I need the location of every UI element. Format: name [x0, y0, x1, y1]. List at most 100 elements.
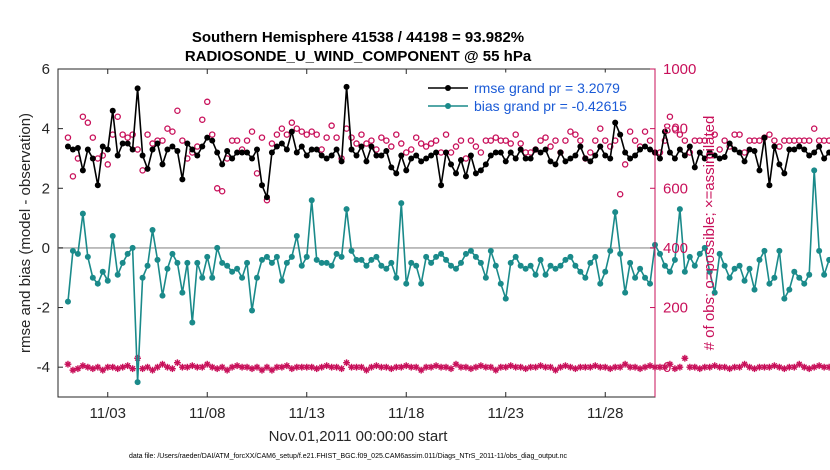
possible-obs-marker: [124, 134, 131, 141]
possible-obs-marker: [283, 131, 291, 138]
possible-obs-marker: [771, 137, 778, 144]
assimilated-obs-marker: [771, 362, 778, 370]
bias-point: [761, 247, 768, 254]
y-tick-label-left: 4: [42, 121, 50, 138]
possible-obs-marker: [442, 131, 450, 138]
rmse-point: [632, 152, 639, 159]
possible-obs-marker: [407, 146, 415, 153]
assimilated-obs-marker: [328, 363, 336, 371]
rmse-point: [776, 161, 783, 168]
bias-point: [194, 259, 201, 266]
assimilated-obs-marker: [507, 362, 515, 370]
bias-point: [343, 206, 350, 213]
assimilated-obs-marker: [751, 365, 758, 373]
assimilated-obs-marker: [258, 366, 266, 374]
bias-point: [562, 256, 569, 263]
possible-obs-marker: [84, 119, 92, 126]
rmse-point: [403, 167, 410, 174]
assimilated-obs-marker: [248, 365, 256, 373]
rmse-point: [706, 149, 713, 156]
bias-point: [283, 259, 290, 266]
possible-obs-marker: [467, 137, 475, 144]
bias-point: [89, 274, 96, 281]
bias-point: [791, 268, 798, 275]
assimilated-obs-marker: [114, 365, 122, 373]
assimilated-obs-marker: [343, 359, 350, 367]
rmse-point: [711, 152, 718, 159]
possible-obs-marker: [378, 134, 385, 141]
bias-point: [786, 286, 793, 293]
rmse-point: [79, 167, 86, 174]
assimilated-obs-marker: [557, 363, 564, 371]
bias-point: [99, 268, 106, 275]
rmse-point: [214, 149, 221, 156]
assimilated-obs-marker: [532, 363, 539, 371]
bias-point: [74, 250, 81, 257]
bias-point: [179, 289, 186, 296]
bias-point: [169, 250, 176, 257]
rmse-point: [263, 194, 270, 201]
rmse-point: [721, 153, 728, 160]
possible-obs-marker: [203, 98, 211, 106]
bias-point: [428, 259, 435, 266]
possible-obs-marker: [676, 131, 684, 138]
x-tick-label: 11/23: [488, 405, 524, 422]
bias-point: [64, 298, 71, 305]
rmse-point: [114, 152, 121, 159]
bias-point: [801, 280, 808, 287]
bias-point: [522, 265, 529, 272]
assimilated-obs-marker: [268, 366, 276, 374]
possible-obs-marker: [64, 134, 72, 141]
bias-point: [438, 250, 445, 257]
assimilated-obs-marker: [169, 365, 176, 373]
possible-obs-marker: [681, 137, 689, 144]
assimilated-obs-marker: [333, 363, 340, 371]
assimilated-obs-marker: [139, 365, 146, 373]
rmse-point: [378, 152, 385, 159]
bias-point: [587, 259, 594, 266]
bias-point: [94, 280, 101, 287]
rmse-point: [502, 158, 509, 165]
possible-obs-marker: [288, 119, 296, 126]
possible-obs-marker: [412, 134, 420, 141]
possible-obs-marker: [487, 137, 495, 144]
bias-point: [647, 280, 654, 287]
rmse-point: [542, 146, 549, 153]
possible-obs-marker: [452, 143, 460, 150]
rmse-point: [268, 149, 275, 156]
possible-obs-marker: [507, 140, 514, 147]
rmse-point: [199, 143, 206, 150]
rmse-point: [532, 146, 539, 153]
chart-title: Southern Hemisphere 41538 / 44198 = 93.9…: [192, 29, 524, 46]
x-tick-label: 11/13: [289, 405, 325, 422]
y-tick-label-left: -2: [37, 300, 50, 317]
rmse-point: [154, 140, 161, 147]
bias-point: [567, 253, 574, 260]
bias-point: [821, 271, 828, 278]
bias-point: [288, 253, 295, 260]
bias-point: [149, 227, 156, 234]
bias-point: [418, 280, 425, 287]
bias-point: [676, 206, 683, 213]
rmse-point: [318, 152, 325, 159]
rmse-point: [293, 149, 300, 156]
bias-point: [816, 247, 823, 254]
assimilated-obs-marker: [283, 362, 291, 370]
bias-point: [617, 250, 624, 257]
bias-point: [457, 259, 464, 266]
rmse-point: [666, 149, 673, 156]
rmse-point: [353, 152, 360, 159]
y-tick-label-right: 400: [663, 240, 688, 257]
assimilated-obs-marker: [502, 363, 510, 371]
possible-obs-marker: [701, 137, 709, 144]
assimilated-obs-marker: [815, 362, 823, 370]
assimilated-obs-marker: [537, 362, 544, 370]
assimilated-obs-marker: [517, 363, 525, 371]
bias-point: [254, 274, 260, 281]
bias-point: [462, 250, 469, 257]
rmse-point: [681, 152, 688, 159]
rmse-point: [676, 146, 683, 153]
assimilated-obs-marker: [382, 363, 390, 371]
assimilated-obs-marker: [397, 363, 405, 371]
assimilated-obs-marker: [223, 366, 231, 374]
